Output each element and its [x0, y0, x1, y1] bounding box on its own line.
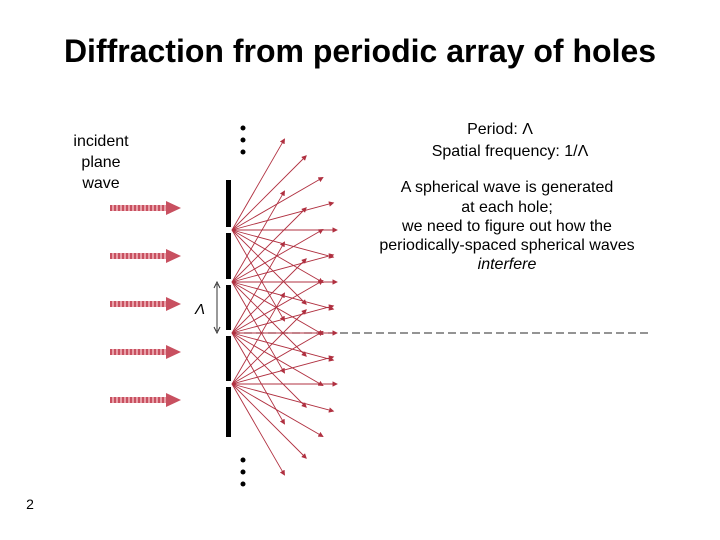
ray [231, 292, 285, 385]
ray [231, 281, 324, 335]
ellipsis-dot [240, 481, 246, 487]
ellipsis-dot [240, 125, 246, 131]
ray [231, 207, 307, 283]
spatial-frequency: Spatial frequency: 1/Λ [432, 143, 589, 160]
ellipsis-dot [240, 469, 246, 475]
incident-arrow-head [166, 201, 181, 215]
wall-segment [226, 180, 231, 227]
ray [231, 304, 335, 334]
ray [231, 280, 324, 334]
incident-arrow-head [166, 297, 181, 311]
ray [231, 229, 285, 322]
period-arrowheads [213, 280, 221, 335]
ellipsis-dot [240, 137, 246, 143]
diagram: Λ [110, 125, 650, 487]
ray [231, 190, 285, 283]
ray [231, 383, 335, 413]
ray [231, 332, 307, 408]
ray [231, 331, 324, 385]
wall-segment [226, 233, 231, 279]
period-symbol: Λ [194, 301, 205, 318]
ray [231, 138, 285, 231]
ray [231, 241, 285, 334]
ellipsis-dot [240, 457, 246, 463]
incident-arrow-head [166, 249, 181, 263]
page-number: 2 [26, 496, 34, 512]
ray [231, 332, 324, 386]
ray [231, 229, 307, 305]
incident-arrow-shaft [110, 301, 168, 307]
description: A spherical wave is generated at each ho… [379, 179, 634, 273]
description-line: we need to figure out how the [401, 218, 612, 235]
wall-segment [226, 336, 231, 381]
incident-line: incident [73, 133, 129, 150]
incident-line: wave [81, 175, 119, 192]
incident-arrow-shaft [110, 253, 168, 259]
ellipsis-dot [240, 149, 246, 155]
incident-arrow-shaft [110, 349, 168, 355]
ray [231, 253, 335, 283]
incident-arrow-shaft [110, 205, 168, 211]
ray [231, 383, 324, 437]
title: Diffraction from periodic array of holes [64, 33, 656, 69]
ray [231, 383, 285, 476]
description-line: periodically-spaced spherical waves [379, 237, 634, 254]
description-line: at each hole; [461, 199, 553, 216]
ray [231, 355, 335, 385]
ray [231, 309, 307, 385]
ray [231, 155, 307, 231]
wall-segment [226, 387, 231, 437]
wall-segment [226, 285, 231, 330]
incident-line: plane [81, 154, 120, 171]
description-line: A spherical wave is generated [401, 179, 614, 196]
ray [231, 383, 307, 459]
ray [231, 201, 335, 231]
incident-arrow-head [166, 345, 181, 359]
period: Period: Λ [467, 121, 533, 138]
ray [231, 332, 335, 362]
ray [231, 229, 324, 283]
ray [231, 258, 307, 334]
incident-label: incident plane wave [73, 133, 129, 192]
incident-arrow-head [166, 393, 181, 407]
description-line: interfere [478, 256, 537, 273]
incident-arrow-shaft [110, 397, 168, 403]
